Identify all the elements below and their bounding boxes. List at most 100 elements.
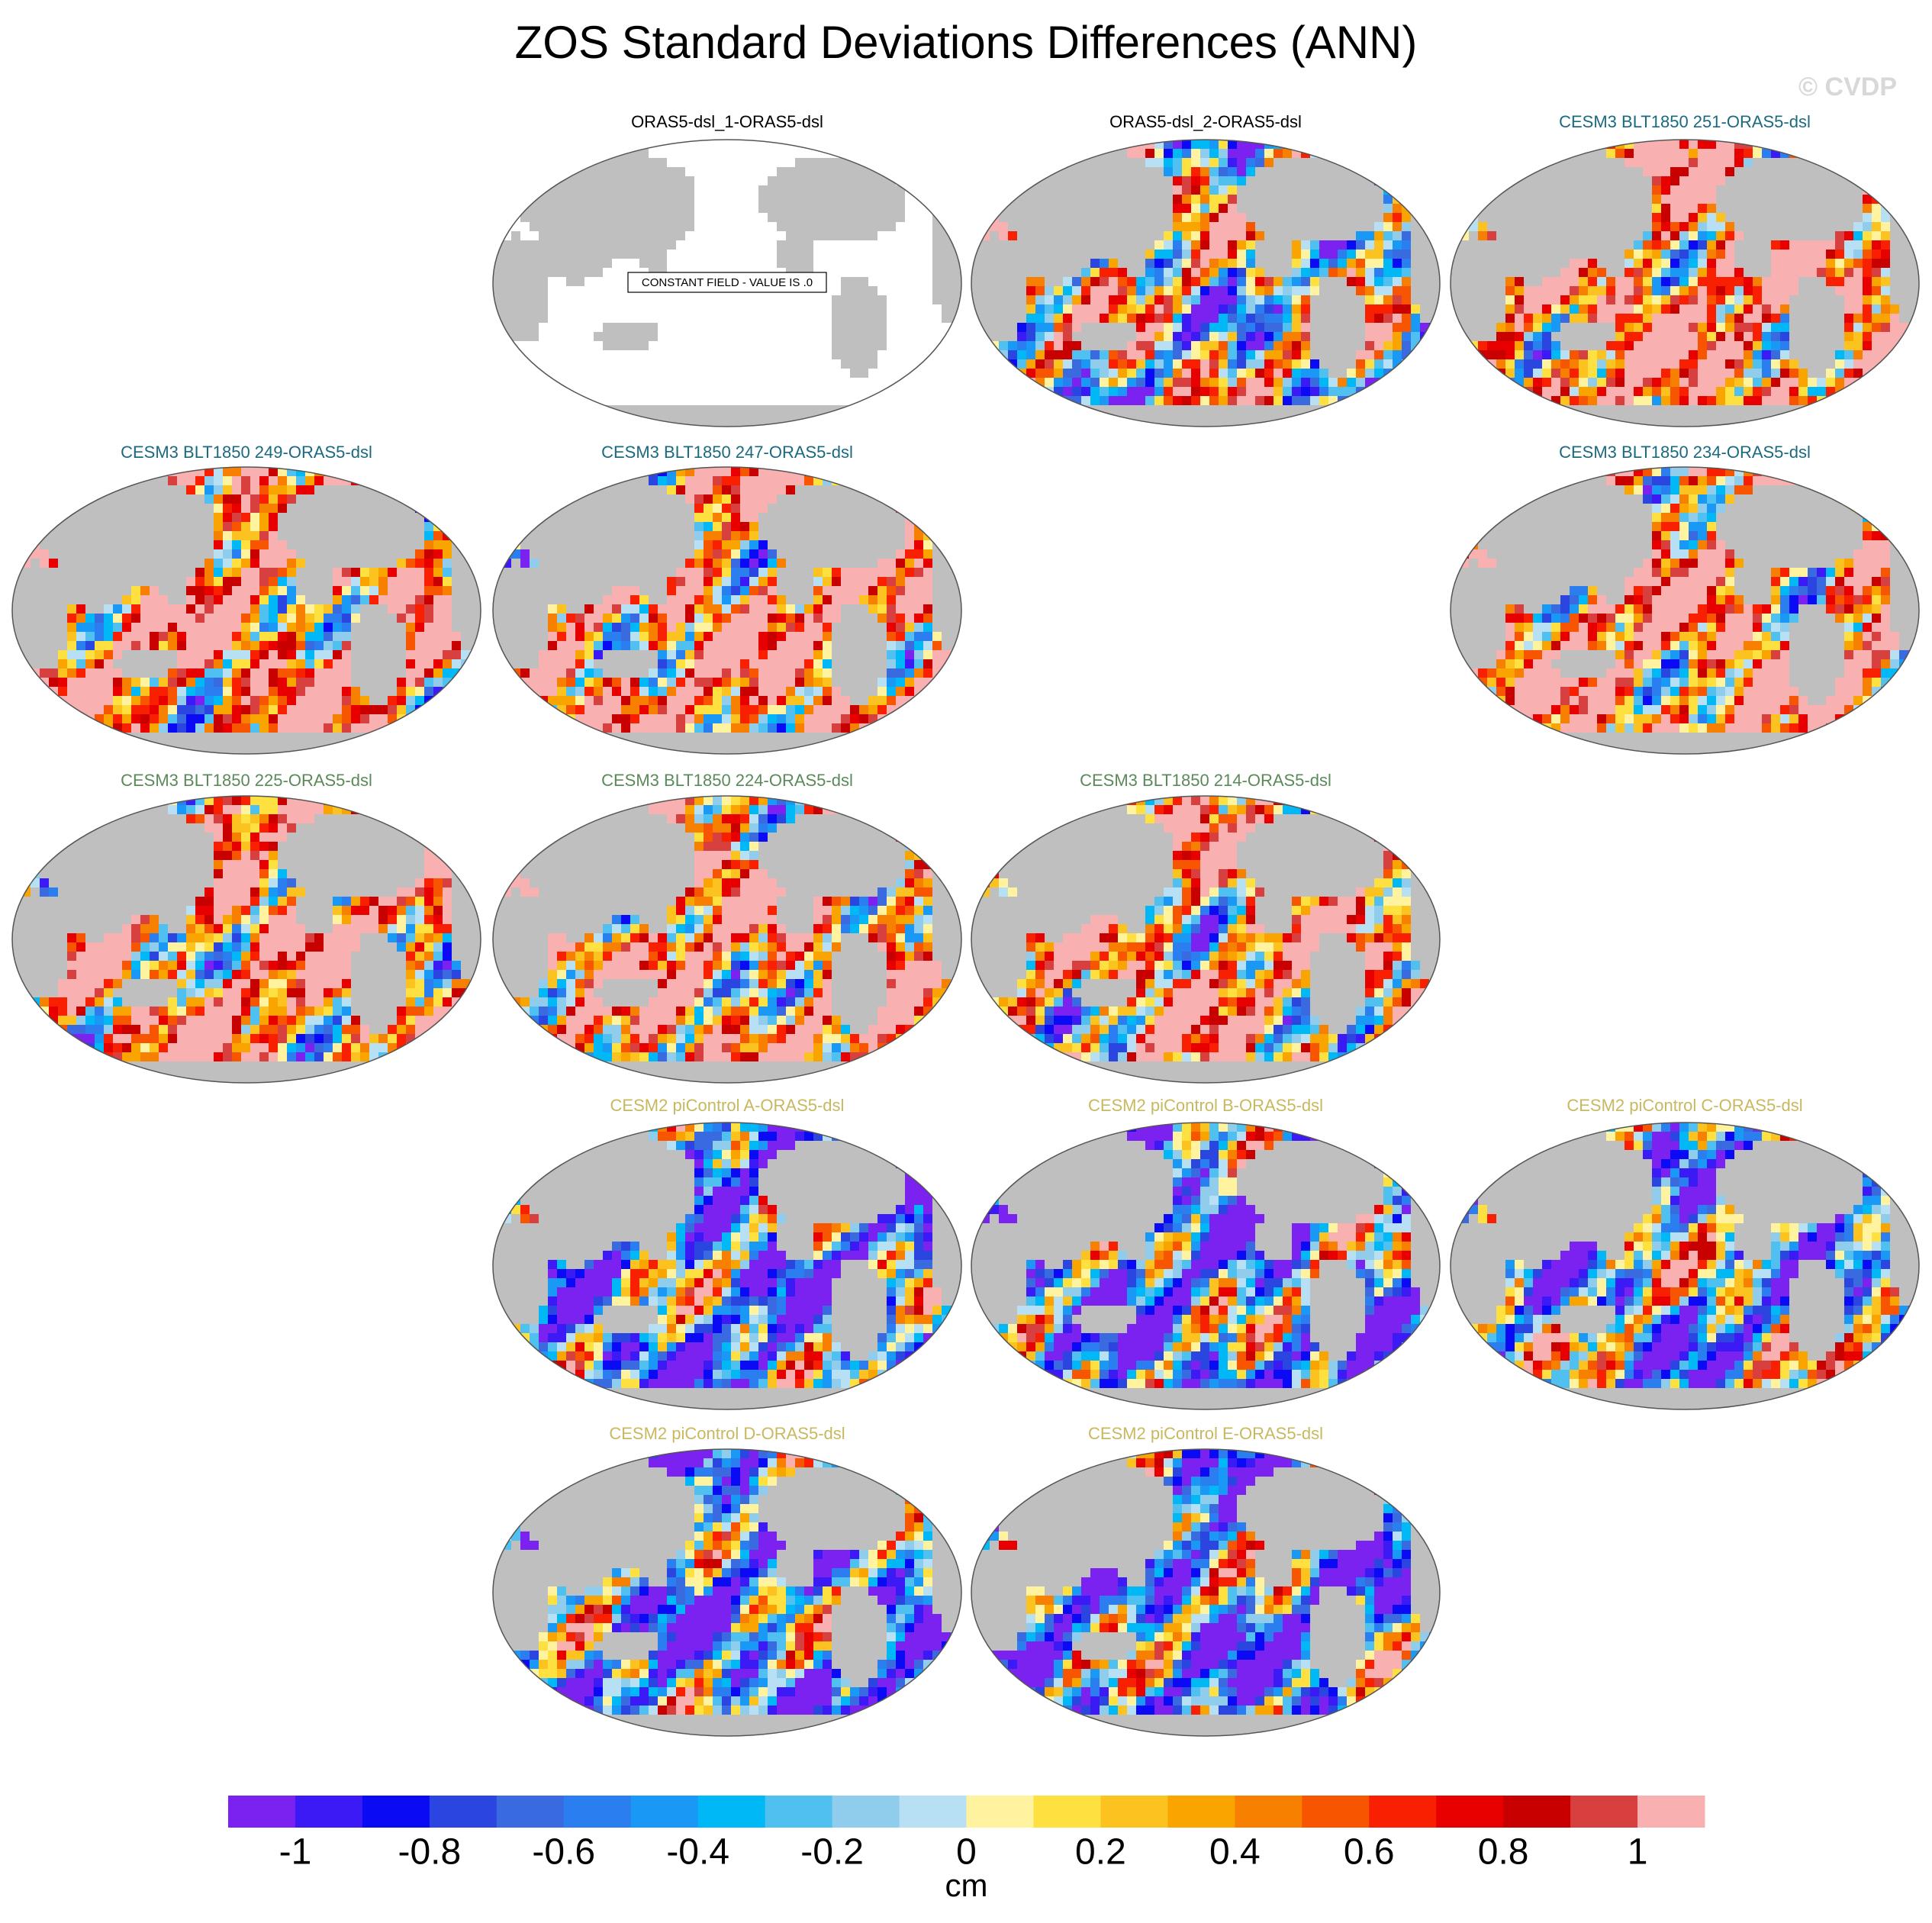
map-border [11,466,481,755]
map-field [12,467,481,754]
field-cells [502,796,961,1061]
figure-title: ZOS Standard Deviations Differences (ANN… [515,17,1418,68]
map-field [971,1449,1440,1736]
land [971,1132,1440,1409]
field-cells [990,140,1440,405]
colorbar-box [765,1796,833,1828]
map-field [1451,1123,1919,1409]
colorbar-tick-label: -0.2 [800,1832,864,1873]
map-border [492,1122,962,1410]
map-panel [1450,1122,1920,1410]
map-field [971,796,1440,1083]
field-cells [1145,1449,1411,1678]
land [971,149,1440,427]
land [971,1458,1440,1736]
field-cells [999,1123,1402,1370]
map-field [1451,467,1919,754]
map-border [492,1448,962,1737]
field-cells [520,1123,961,1388]
map-panel [971,1122,1441,1410]
colorbar-tick-label: 0.2 [1075,1832,1126,1873]
colorbar-box [1100,1796,1168,1828]
land [493,476,961,754]
colorbar-box [1570,1796,1638,1828]
colorbar-box [362,1796,430,1828]
field-cells [1451,467,1908,733]
panel-title: CESM3 BLT1850 214-ORAS5-dsl [1080,771,1331,790]
map-panel: CONSTANT FIELD - VALUE IS .0 [492,139,962,427]
map-border [492,139,962,427]
map-border [492,795,962,1084]
map-field [1451,140,1919,427]
colorbar-box [295,1796,363,1828]
land [493,805,961,1083]
map-panel [492,1122,962,1410]
map-panel [492,795,962,1084]
land [971,805,1440,1083]
panel-title: CESM3 BLT1850 249-ORAS5-dsl [121,443,372,462]
field-cells [971,1123,1440,1388]
panel-title: ORAS5-dsl_2-ORAS5-dsl [1109,112,1302,131]
map-field [493,467,961,754]
colorbar-tick-label: 0 [956,1832,977,1873]
map-border [492,466,962,755]
land [1451,1132,1919,1409]
map-panel [492,1448,962,1737]
map-panel [492,466,962,755]
colorbar-box [966,1796,1034,1828]
annotation-box [627,272,827,293]
map-panel [11,466,481,755]
land [493,1458,961,1736]
annotation: CONSTANT FIELD - VALUE IS .0 [642,276,813,289]
field-cells [12,467,481,723]
colorbar-box [1235,1796,1302,1828]
colorbar-tick-label: 0.8 [1478,1832,1529,1873]
land [12,805,481,1083]
field-cells [971,1123,1440,1388]
field-cells [971,149,1440,405]
map-field [12,796,481,1083]
field-cells [1035,796,1411,1061]
colorbar-tick-label: 0.4 [1209,1832,1261,1873]
panel-title: CESM3 BLT1850 225-ORAS5-dsl [121,771,372,790]
colorbar-tick-label: -0.8 [398,1832,462,1873]
map-border [971,795,1441,1084]
field-cells [493,467,961,733]
field-cells [1542,140,1863,396]
colorbar-box [429,1796,497,1828]
field-cells [971,796,1411,1061]
colorbar-tick-label: -0.6 [532,1832,595,1873]
panel-title: ORAS5-dsl_1-ORAS5-dsl [631,112,823,131]
map-field [493,140,961,427]
map-panel [1450,466,1920,755]
field-cells [493,1123,961,1379]
field-cells [1026,796,1402,1061]
map-field [971,140,1440,427]
colorbar-box [697,1796,766,1828]
watermark: © CVDP [1798,72,1897,101]
map-panel [11,795,481,1084]
map-border [971,139,1441,427]
colorbar-box [563,1796,632,1828]
colorbar-box [899,1796,967,1828]
colorbar-box [1369,1796,1437,1828]
field-cells [493,1467,951,1687]
colorbar-box [1167,1796,1235,1828]
field-cells [971,149,1440,405]
colorbar-label: cm [945,1867,988,1903]
panel-title: CESM2 piControl C-ORAS5-dsl [1567,1096,1802,1115]
map-panel [971,1448,1441,1737]
colorbar-box [228,1796,296,1828]
field-cells [493,1123,961,1388]
map-border [1450,1122,1920,1410]
colorbar-tick-label: 0.6 [1344,1832,1395,1873]
map-panel [971,795,1441,1084]
field-cells [493,796,961,1061]
land [12,476,481,754]
field-cells [1524,1232,1844,1388]
colorbar-box [1637,1796,1705,1828]
map-border [11,795,481,1084]
colorbar-box [1436,1796,1504,1828]
field-cells [502,796,961,1052]
